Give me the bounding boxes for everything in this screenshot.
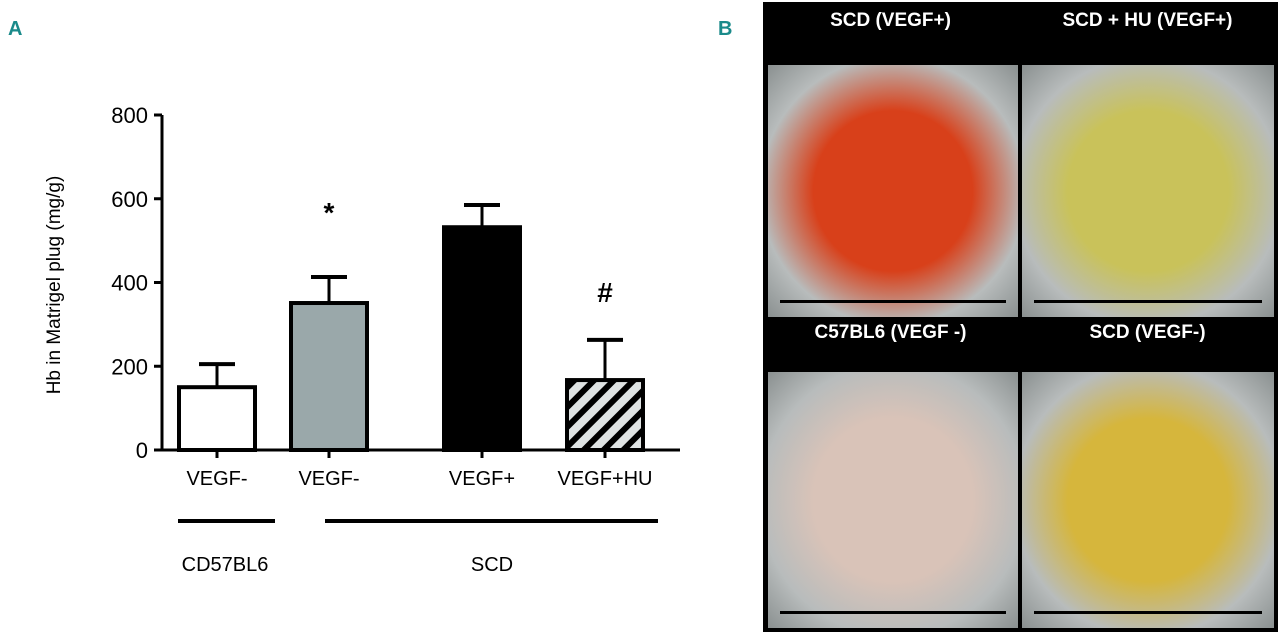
photo-label: SCD (VEGF+) (830, 10, 951, 31)
bar-chart: 0 200 400 600 800 VEGF- VEGF- * VEGF+ VEGF+HU # CD5… (44, 103, 680, 576)
photo-label: SCD + HU (VEGF+) (1062, 10, 1233, 31)
x-tick-label: VEGF+HU (557, 468, 652, 490)
photo-0 (768, 65, 1018, 317)
y-tick-label: 600 (111, 187, 148, 212)
photo-1 (1022, 65, 1274, 317)
x-tick-label: VEGF- (298, 468, 359, 490)
scale-bar (780, 611, 1006, 614)
significance-marker: * (324, 197, 335, 228)
y-tick-label: 800 (111, 103, 148, 128)
scale-bar (1034, 300, 1262, 303)
bar-3 (565, 378, 645, 453)
bar-0 (177, 385, 257, 452)
photo-panel: SCD (VEGF+) SCD + HU (VEGF+) C57BL6 (VEGF … (763, 2, 1278, 632)
y-tick-label: 0 (136, 438, 148, 463)
bar-2 (442, 225, 522, 452)
scale-bar (1034, 611, 1262, 614)
scale-bar (780, 300, 1006, 303)
y-tick-label: 400 (111, 271, 148, 296)
bar-1 (289, 301, 369, 452)
photo-label: SCD (VEGF-) (1089, 322, 1206, 343)
x-tick-label: VEGF- (186, 468, 247, 490)
group-label: SCD (471, 554, 513, 576)
photo-2 (768, 372, 1018, 628)
group-label: CD57BL6 (182, 554, 269, 576)
y-tick-label: 200 (111, 354, 148, 379)
significance-marker: # (597, 277, 613, 308)
x-tick-label: VEGF+ (449, 468, 515, 490)
y-axis-label: Hb in Matrigel plug (mg/g) (44, 176, 65, 395)
panel-b-label: B (718, 18, 733, 40)
panel-a-label: A (8, 18, 23, 40)
photo-label: C57BL6 (VEGF -) (814, 322, 967, 343)
photo-3 (1022, 372, 1274, 628)
